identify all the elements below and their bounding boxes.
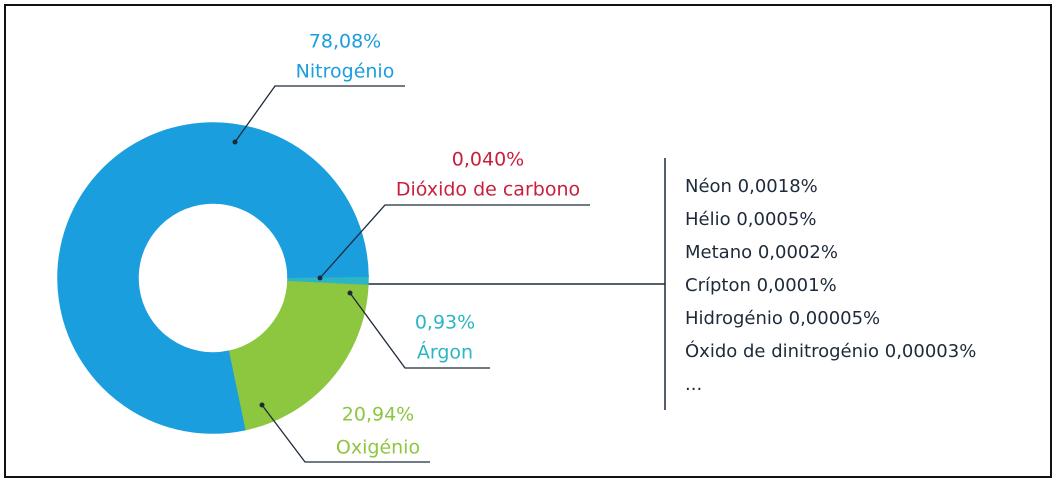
frame bbox=[4, 4, 1052, 478]
leader-line bbox=[234, 85, 405, 143]
others-item: Metano 0,0002% bbox=[685, 242, 838, 263]
others-item: Óxido de dinitrogénio 0,00003% bbox=[685, 340, 976, 362]
leader-dot bbox=[232, 139, 238, 145]
slice-name-label: Árgon bbox=[417, 341, 473, 364]
slice-name-label: Nitrogénio bbox=[296, 61, 395, 83]
slice-value-label: 0,040% bbox=[452, 149, 524, 171]
leader-line bbox=[349, 292, 490, 369]
slice-value-label: 0,93% bbox=[415, 312, 475, 334]
leader-dot bbox=[347, 290, 353, 296]
others-item: Néon 0,0018% bbox=[685, 176, 818, 197]
others-item: Hélio 0,0005% bbox=[685, 209, 816, 230]
leader-line bbox=[261, 404, 430, 463]
others-item: Crípton 0,0001% bbox=[685, 275, 837, 296]
others-list: Néon 0,0018% Hélio 0,0005% Metano 0,0002% C… bbox=[685, 176, 976, 395]
leader-line bbox=[319, 204, 590, 279]
donut-slice bbox=[57, 122, 369, 434]
slice-name-label: Dióxido de carbono bbox=[396, 179, 580, 201]
others-item: Hidrogénio 0,00005% bbox=[685, 308, 880, 329]
slice-name-label: Oxigénio bbox=[336, 437, 420, 459]
slice-value-label: 20,94% bbox=[342, 404, 414, 426]
leader-dot bbox=[317, 275, 323, 281]
donut-slice bbox=[227, 280, 369, 431]
others-item: ... bbox=[685, 374, 702, 395]
slice-value-label: 78,08% bbox=[309, 31, 381, 53]
leader-dot bbox=[259, 402, 265, 408]
